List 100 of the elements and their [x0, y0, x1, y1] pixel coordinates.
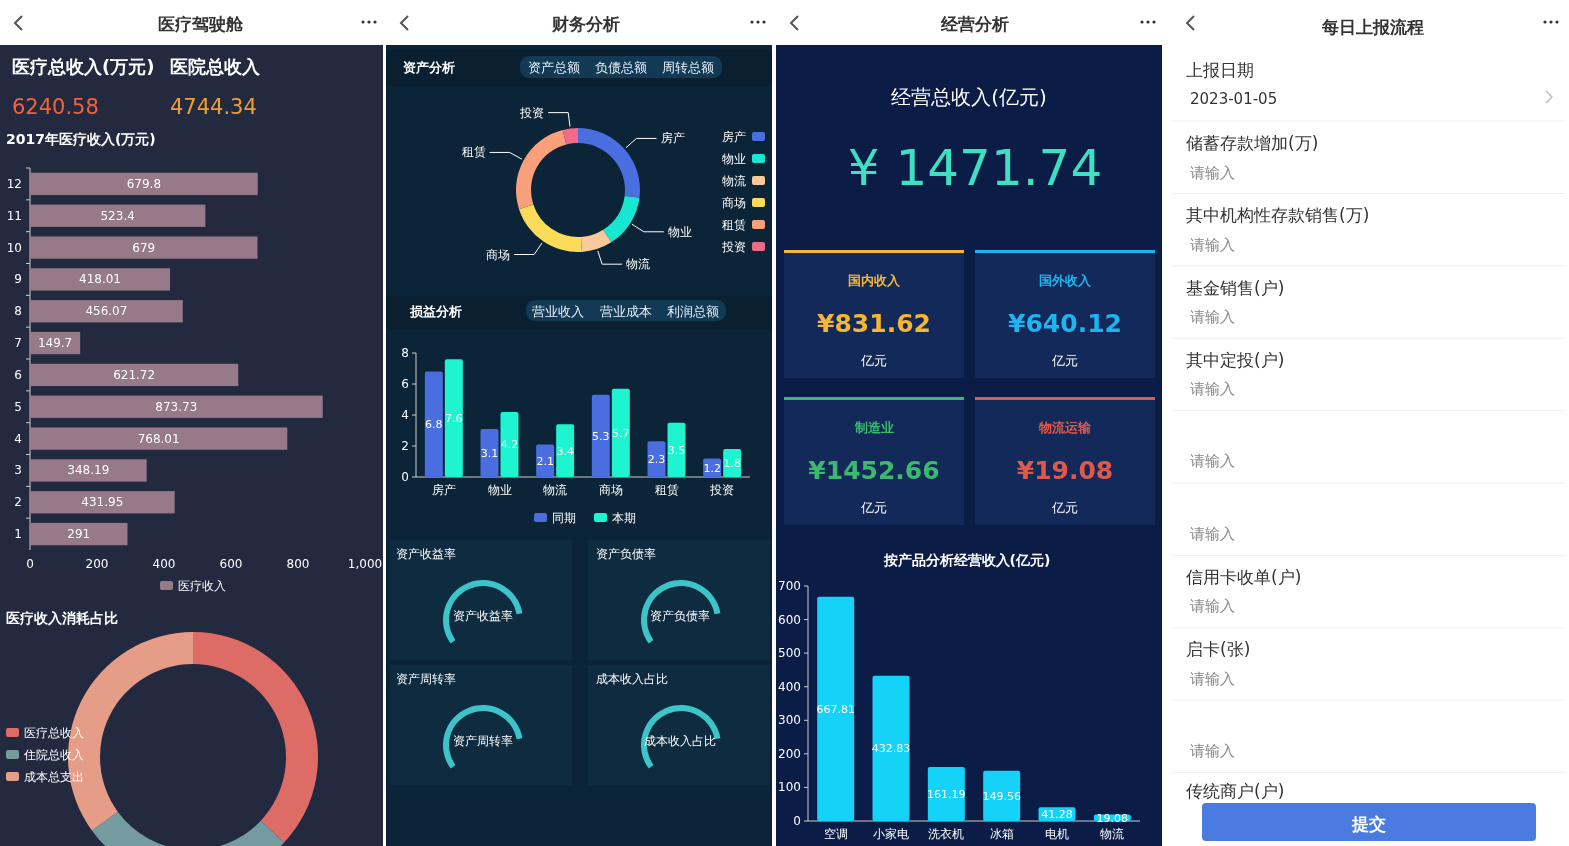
y-tick-label: 2	[14, 495, 22, 510]
data-label: 4.2	[500, 438, 519, 452]
text: 上报日期	[1186, 60, 1254, 80]
text: 亿元	[860, 500, 887, 515]
text: ¥ 1471.74	[847, 139, 1103, 197]
bar	[444, 359, 463, 477]
text: 其中定投(户)	[1186, 350, 1285, 370]
text: 启卡(张)	[1186, 639, 1251, 659]
text: 传统商户(户)	[1186, 781, 1285, 801]
text: 请输入	[1190, 236, 1235, 254]
data-label: 3.1	[480, 446, 499, 460]
legend-label: 房产	[722, 130, 746, 144]
x-tick-label: 洗衣机	[928, 827, 965, 841]
text: 资产负债率	[650, 609, 710, 623]
text: 资产周转率	[396, 672, 456, 686]
data-label: 523.4	[100, 208, 135, 223]
slice-label: 房产	[660, 131, 685, 146]
text: 请输入	[1190, 742, 1235, 760]
text: 储蓄存款增加(万)	[1186, 133, 1319, 153]
y-tick-label: 4	[401, 408, 409, 422]
text: 营业收入	[532, 304, 584, 319]
text: 6240.58	[12, 95, 99, 119]
text: 经营总收入(亿元)	[891, 85, 1047, 109]
text: ¥19.08	[1016, 456, 1114, 485]
y-tick-label: 5	[14, 399, 22, 414]
bar	[500, 411, 519, 477]
text: 请输入	[1190, 525, 1235, 543]
x-tick-label: 投资	[709, 483, 735, 497]
text: 基金销售(户)	[1186, 278, 1285, 298]
data-label: 418.01	[79, 272, 122, 287]
data-label: 19.08	[1096, 811, 1129, 825]
x-tick-label: 600	[219, 557, 243, 571]
bar	[611, 388, 630, 477]
text: 提交	[1351, 814, 1386, 834]
bar	[817, 596, 855, 821]
legend-label: 医疗收入	[178, 579, 226, 593]
y-tick-label: 0	[793, 814, 801, 828]
x-tick-label: 电机	[1045, 827, 1069, 841]
slice-label: 物业	[667, 224, 692, 239]
legend-label: 投资	[721, 240, 746, 254]
donut-slice	[603, 195, 640, 243]
chart-title: 按产品分析经营收入(亿元)	[882, 552, 1051, 568]
text: 医疗驾驶舱	[157, 14, 244, 34]
chart-title: 损益分析	[409, 304, 462, 319]
data-label: 667.81	[816, 702, 855, 716]
legend-label: 本期	[612, 511, 636, 525]
data-label: 5.3	[592, 429, 610, 443]
chart-title: 资产分析	[403, 60, 455, 75]
data-label: 432.83	[871, 742, 911, 756]
text: 请输入	[1190, 670, 1235, 688]
text: 周转总额	[662, 60, 714, 75]
y-tick-label: 12	[6, 176, 22, 191]
data-label: 621.72	[113, 367, 156, 382]
x-tick-label: 400	[152, 557, 176, 571]
text: 4744.34	[170, 95, 257, 119]
x-tick-label: 200	[85, 557, 109, 571]
text: 请输入	[1190, 597, 1235, 615]
text: 亿元	[860, 353, 887, 368]
slice-label: 商场	[486, 247, 511, 262]
slice-label: 租赁	[461, 145, 486, 160]
bar	[30, 172, 258, 196]
x-tick-label: 房产	[431, 483, 456, 497]
data-label: 679.8	[126, 176, 162, 191]
bar	[30, 427, 288, 450]
bar	[667, 422, 686, 477]
bar	[30, 491, 175, 514]
x-tick-label: 租赁	[654, 483, 679, 497]
text: 负债总额	[595, 60, 647, 75]
text: 请输入	[1190, 380, 1235, 398]
donut-slice	[578, 128, 640, 198]
slice-label: 投资	[519, 105, 545, 120]
y-tick-label: 6	[401, 377, 409, 391]
y-tick-label: 9	[14, 272, 22, 287]
x-tick-label: 冰箱	[989, 827, 1014, 841]
y-tick-label: 6	[14, 367, 22, 382]
text: 信用卡收单(户)	[1186, 567, 1302, 587]
y-tick-label: 8	[14, 304, 22, 319]
chart-title: 2017年医疗收入(万元)	[6, 131, 156, 147]
donut-slice	[562, 128, 578, 145]
y-tick-label: 7	[14, 336, 22, 351]
data-label: 431.95	[81, 495, 124, 510]
data-label: 873.73	[155, 399, 198, 414]
text: 其中机构性存款销售(万)	[1186, 205, 1370, 225]
text: 经营分析	[940, 14, 1009, 34]
bar	[30, 300, 183, 323]
text: 利润总额	[667, 304, 719, 319]
bar	[30, 522, 128, 546]
bar	[30, 268, 171, 291]
text: 资产总额	[528, 60, 580, 75]
x-tick-label: 物业	[487, 483, 512, 497]
data-label: 2.3	[647, 453, 666, 467]
text: 国内收入	[848, 273, 901, 288]
data-label: 6.8	[425, 418, 443, 432]
bar	[424, 371, 443, 477]
bar	[30, 395, 323, 418]
data-label: 768.01	[137, 431, 180, 446]
bar	[536, 444, 555, 477]
data-label: 456.07	[85, 304, 128, 319]
data-label: 291	[67, 527, 91, 542]
text: 资产收益率	[453, 609, 513, 623]
